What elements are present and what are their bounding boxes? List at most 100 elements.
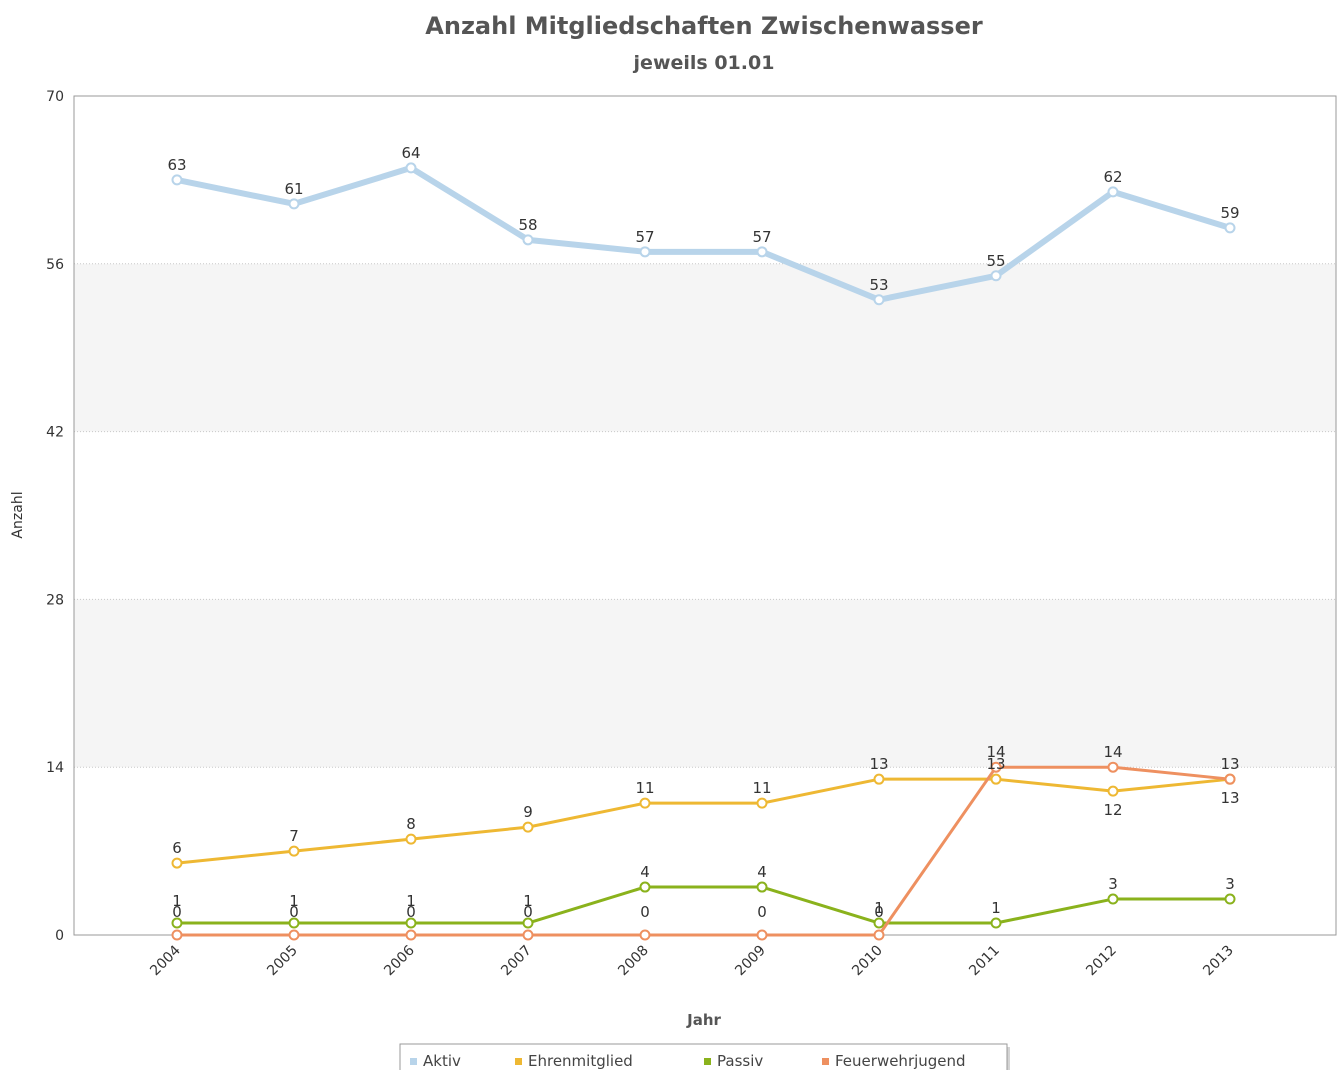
series-line	[177, 885, 1230, 925]
data-point[interactable]	[171, 174, 183, 186]
y-axis-title: Anzahl	[10, 491, 26, 538]
data-point[interactable]	[405, 929, 417, 941]
data-label: 7	[289, 827, 299, 845]
data-label: 14	[986, 743, 1005, 761]
y-tick-label: 42	[46, 425, 64, 441]
data-label: 62	[1103, 168, 1122, 186]
data-point[interactable]	[873, 929, 885, 941]
data-point[interactable]	[873, 773, 885, 785]
data-point[interactable]	[522, 234, 534, 246]
data-label: 1	[523, 892, 533, 910]
legend-label[interactable]: Ehrenmitglied	[528, 1052, 633, 1070]
x-tick-label: 2008	[615, 943, 652, 980]
grid-band	[74, 599, 1336, 768]
data-point[interactable]	[171, 929, 183, 941]
data-label: 64	[401, 144, 420, 162]
y-tick-label: 14	[46, 760, 64, 776]
data-point[interactable]	[171, 917, 183, 929]
data-point[interactable]	[1107, 761, 1119, 773]
grid-lines	[74, 263, 1336, 768]
data-point[interactable]	[522, 821, 534, 833]
data-label: 11	[635, 779, 654, 797]
data-label: 3	[1225, 875, 1235, 893]
legend-label[interactable]: Feuerwehrjugend	[835, 1052, 966, 1070]
y-tick-label: 0	[55, 928, 64, 944]
data-label: 59	[1220, 204, 1239, 222]
data-label: 0	[757, 903, 767, 921]
data-point[interactable]	[639, 797, 651, 809]
data-point[interactable]	[639, 246, 651, 258]
series-line	[177, 765, 1231, 937]
data-label: 55	[986, 252, 1005, 270]
x-tick-label: 2012	[1083, 943, 1120, 980]
data-point[interactable]	[1107, 893, 1119, 905]
data-point[interactable]	[756, 797, 768, 809]
plot-border	[73, 95, 1337, 936]
data-point[interactable]	[1224, 222, 1236, 234]
data-label: 58	[518, 216, 537, 234]
data-point[interactable]	[1224, 893, 1236, 905]
data-point[interactable]	[639, 881, 651, 893]
data-label: 11	[752, 779, 771, 797]
data-point[interactable]	[990, 761, 1002, 773]
data-point[interactable]	[756, 929, 768, 941]
data-label: 57	[635, 228, 654, 246]
x-tick-label: 2004	[147, 942, 184, 979]
series-lines	[171, 162, 1236, 941]
x-axis-title: Jahr	[686, 1011, 721, 1029]
data-point[interactable]	[405, 833, 417, 845]
y-tick-label: 28	[46, 592, 64, 608]
data-point[interactable]	[756, 246, 768, 258]
data-label: 0	[874, 903, 884, 921]
data-label: 0	[523, 903, 533, 921]
data-label: 1	[991, 899, 1001, 917]
chart-title: Anzahl Mitgliedschaften Zwischenwasser	[425, 12, 983, 40]
x-tick-label: 2006	[381, 942, 418, 979]
legend-label[interactable]: Aktiv	[423, 1052, 461, 1070]
data-point[interactable]	[288, 198, 300, 210]
data-point[interactable]	[1107, 186, 1119, 198]
data-point[interactable]	[171, 857, 183, 869]
data-point[interactable]	[405, 162, 417, 174]
data-point[interactable]	[990, 270, 1002, 282]
data-label: 13	[1220, 789, 1239, 807]
data-point[interactable]	[288, 929, 300, 941]
data-point[interactable]	[1107, 785, 1119, 797]
chart-legend: Aktiv Ehrenmitglied Passiv Feuerwehrjugend	[399, 1043, 1010, 1070]
data-label: 0	[172, 903, 182, 921]
grid-bands	[74, 263, 1336, 768]
data-label: 8	[406, 815, 416, 833]
data-point[interactable]	[990, 773, 1002, 785]
data-label: 9	[523, 803, 533, 821]
data-point[interactable]	[756, 881, 768, 893]
data-point[interactable]	[639, 929, 651, 941]
legend-swatch	[410, 1058, 417, 1065]
data-label: 0	[289, 903, 299, 921]
data-label: 61	[284, 180, 303, 198]
data-point[interactable]	[873, 294, 885, 306]
data-point[interactable]	[288, 917, 300, 929]
data-point[interactable]	[1224, 773, 1236, 785]
data-point[interactable]	[990, 917, 1002, 929]
data-point[interactable]	[522, 917, 534, 929]
data-label: 14	[1103, 743, 1122, 761]
y-tick-label: 70	[46, 89, 64, 105]
grid-band	[74, 263, 1336, 432]
y-axis-ticks: 0 14 28 42 56 70	[46, 89, 64, 944]
data-label: 63	[167, 156, 186, 174]
data-label: 57	[752, 228, 771, 246]
legend-label[interactable]: Passiv	[717, 1052, 763, 1070]
data-point[interactable]	[405, 917, 417, 929]
data-point[interactable]	[873, 917, 885, 929]
x-tick-label: 2010	[849, 943, 886, 980]
data-label: 4	[757, 863, 767, 881]
data-point[interactable]	[288, 845, 300, 857]
x-tick-label: 2011	[966, 943, 1003, 980]
data-label: 13	[986, 755, 1005, 773]
data-label: 1	[172, 892, 182, 910]
x-tick-label: 2005	[264, 943, 301, 980]
data-point[interactable]	[522, 929, 534, 941]
legend-box	[399, 1043, 1008, 1070]
